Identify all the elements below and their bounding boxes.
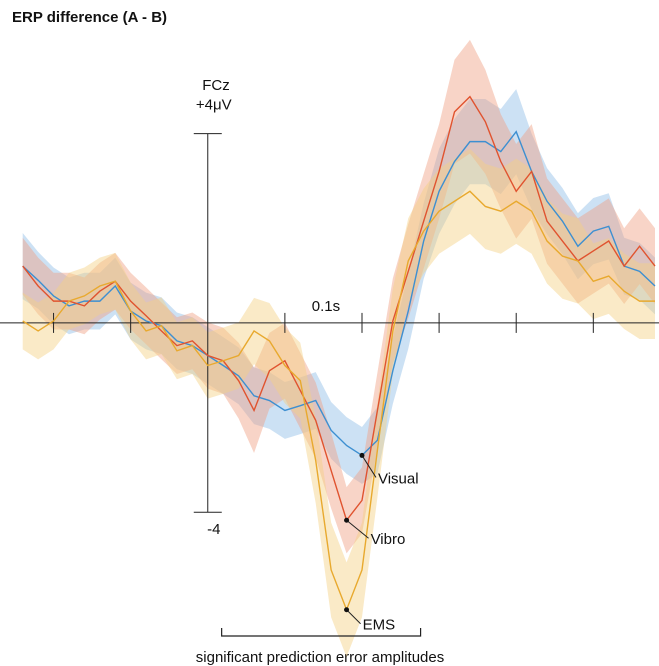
annotation-point (344, 517, 350, 523)
y-axis-label: FCz (202, 77, 230, 94)
leader-line (346, 609, 361, 625)
x-tick-label: 0.1s (312, 298, 340, 315)
chart-title: ERP difference (A - B) (12, 9, 167, 26)
error-band (22, 39, 656, 554)
series-label: EMS (363, 617, 396, 634)
series-label: Vibro (371, 531, 406, 548)
error-band (22, 89, 656, 484)
series-line (22, 190, 655, 612)
leader-line (361, 455, 377, 478)
series-label: Visual (378, 470, 419, 487)
error-band (22, 148, 656, 658)
annotation-point (359, 452, 365, 458)
series-line (22, 95, 656, 522)
significance-bracket (221, 628, 422, 637)
annotation-point (344, 607, 350, 613)
annotation: significant prediction error amplitudes (196, 649, 444, 666)
y-tick-label: -4 (207, 521, 220, 538)
y-tick-label: +4μV (196, 97, 232, 114)
leader-line (346, 519, 369, 539)
